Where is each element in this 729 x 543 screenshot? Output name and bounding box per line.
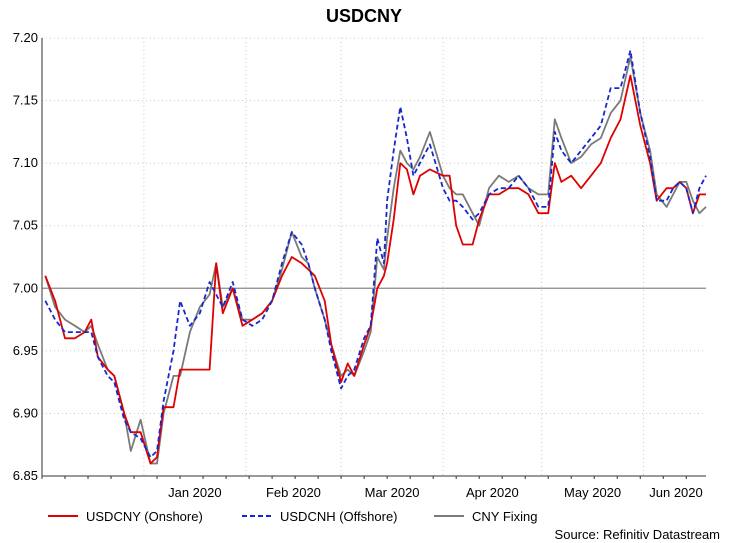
y-tick-label: 7.00 [13,280,38,295]
legend-label-2: CNY Fixing [472,509,538,524]
legend: USDCNY (Onshore) USDCNH (Offshore) CNY Fix… [48,509,538,524]
y-tick-label: 7.20 [13,30,38,45]
source-note: Source: Refinitiv Datastream [555,527,720,542]
legend-label-1: USDCNH (Offshore) [280,509,398,524]
series-line-1 [44,49,707,459]
x-tick-label: Feb 2020 [266,485,321,500]
series-line-0 [44,74,706,465]
axes: 6.85 6.90 6.95 7.00 7.05 7.10 7.15 7.20 Jan 2020… [13,30,706,500]
x-tick-label: Jun 2020 [649,485,703,500]
y-tick-label: 7.05 [13,218,38,233]
y-tick-label: 7.10 [13,155,38,170]
y-tick-label: 7.15 [13,93,38,108]
x-tick-label: May 2020 [564,485,621,500]
x-tick-label: Apr 2020 [466,485,519,500]
legend-label-0: USDCNY (Onshore) [86,509,203,524]
x-tick-label: Jan 2020 [168,485,222,500]
x-tick-label: Mar 2020 [365,485,420,500]
series-lines [44,49,707,465]
chart-title: USDCNY [326,6,402,26]
y-tick-label: 6.90 [13,405,38,420]
y-tick-label: 6.95 [13,343,38,358]
y-tick-label: 6.85 [13,468,38,483]
